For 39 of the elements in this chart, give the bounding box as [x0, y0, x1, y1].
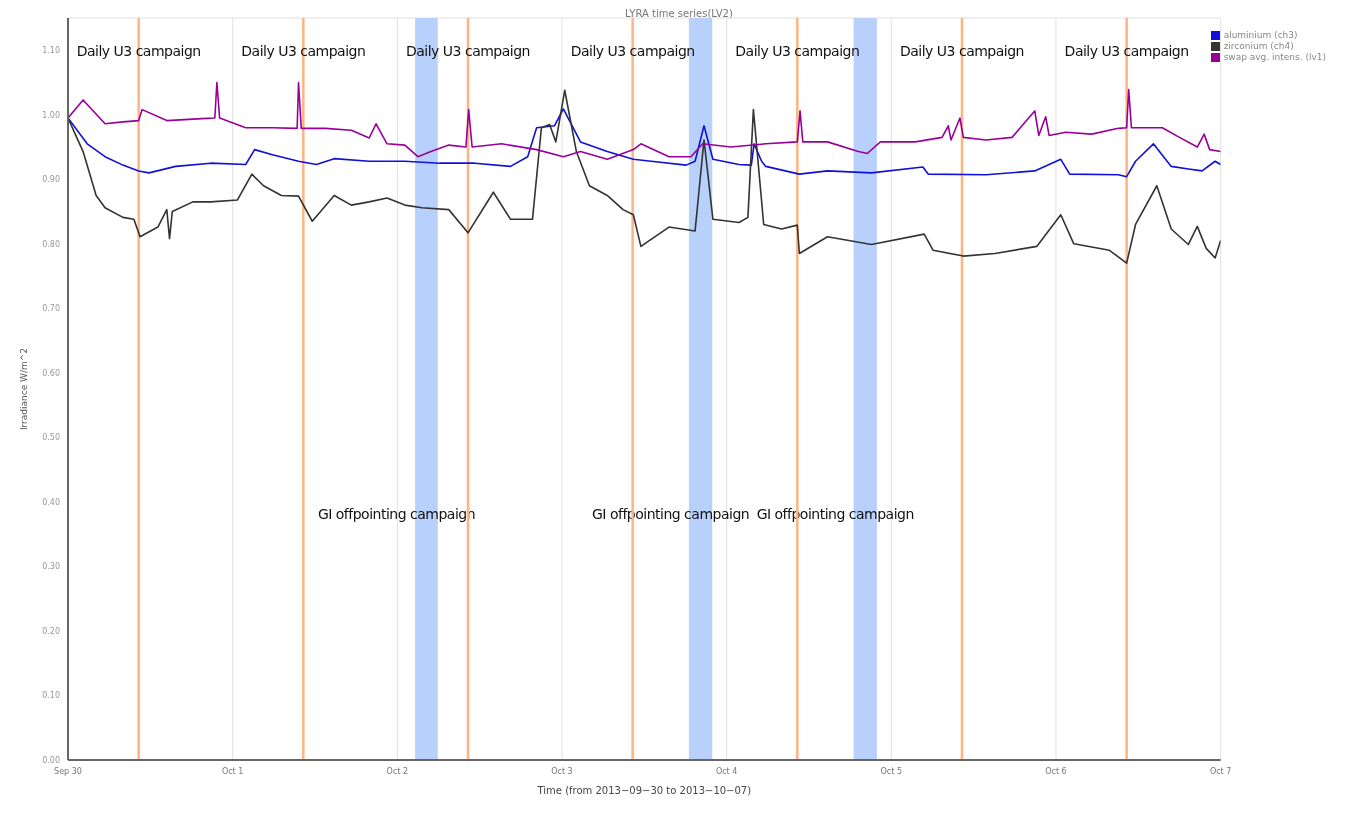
line-series [68, 89, 1221, 264]
line-series [68, 81, 1221, 161]
y-tick-label: 0.20 [42, 626, 60, 636]
y-tick-label: 1.00 [42, 110, 60, 120]
x-tick-label: Oct 6 [1045, 766, 1067, 776]
ref-line-label: Daily U3 campaign [899, 43, 1024, 59]
y-tick-label: 0.60 [42, 368, 60, 378]
y-tick-label: 0.50 [42, 433, 60, 443]
y-tick-label: 0.90 [42, 175, 60, 185]
ref-line-label: Daily U3 campaign [570, 43, 695, 59]
band-label: GI offpointing campaign [756, 505, 914, 522]
line-series [68, 108, 1221, 178]
chart-title: LYRA time series(LV2) [624, 8, 734, 19]
x-tick-label: Oct 5 [880, 766, 903, 776]
x-tick-label: Sep 30 [54, 766, 82, 776]
ref-line-label: Daily U3 campaign [76, 43, 201, 59]
legend-label: zirconium (ch4) [1223, 41, 1294, 51]
legend-label: swap avg. intens. (lv1) [1223, 52, 1326, 62]
x-tick-label: Oct 1 [221, 766, 244, 776]
legend-label: aluminium (ch3) [1223, 30, 1298, 40]
y-tick-label: 0.80 [42, 239, 60, 249]
y-tick-label: 0.10 [42, 691, 60, 701]
y-axis-title: Irradiance W/m^2 [19, 347, 30, 431]
y-tick-label: 0.30 [42, 562, 60, 572]
y-tick-label: 1.10 [42, 46, 60, 56]
x-tick-label: Oct 4 [715, 766, 738, 776]
y-tick-label: 0.70 [42, 304, 60, 314]
band-label: GI offpointing campaign [591, 505, 750, 522]
x-tick-label: Oct 3 [551, 766, 573, 776]
y-tick-label: 0.40 [42, 497, 60, 507]
ref-line-label: Daily U3 campaign [405, 43, 530, 59]
x-tick-label: Oct 2 [386, 766, 409, 776]
x-tick-label: Oct 7 [1209, 766, 1232, 776]
ref-line-label: Daily U3 campaign [1064, 43, 1189, 59]
ref-line-label: Daily U3 campaign [735, 43, 860, 59]
y-tick-label: 0.00 [42, 755, 60, 765]
x-axis-title: Time (from 2013−09−30 to 2013−10−07) [536, 785, 752, 796]
ref-line-label: Daily U3 campaign [241, 43, 366, 59]
band-label: GI offpointing campaign [317, 505, 476, 522]
